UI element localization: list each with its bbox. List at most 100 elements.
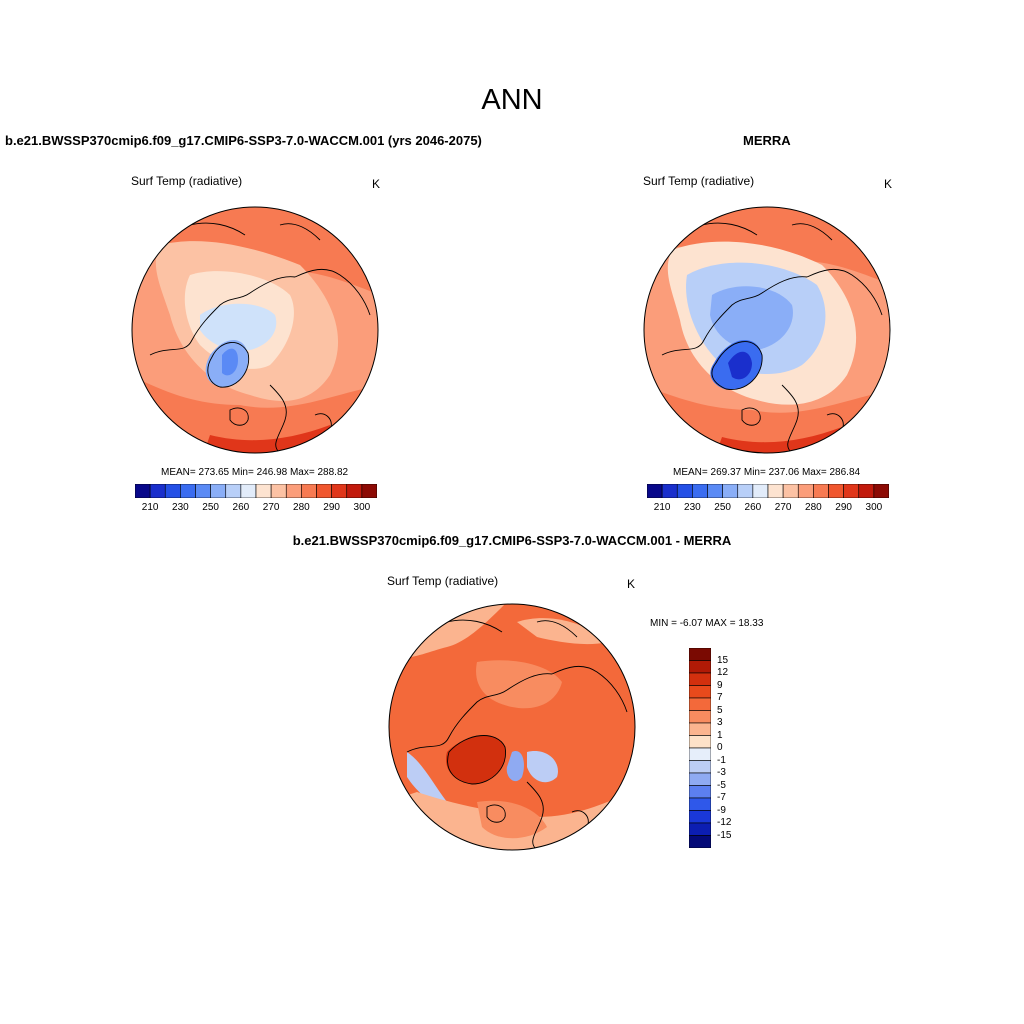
colorbar-swatch — [225, 484, 242, 498]
colorbar-tick-label: 12 — [717, 667, 729, 678]
difference-title: b.e21.BWSSP370cmip6.f09_g17.CMIP6-SSP3-7… — [292, 533, 732, 548]
colorbar-swatch — [689, 772, 711, 786]
difference-colorbar — [689, 648, 711, 848]
colorbar-tick-label: 230 — [172, 502, 189, 513]
difference-variable-label: Surf Temp (radiative) — [387, 574, 499, 588]
colorbar-swatch — [346, 484, 363, 498]
difference-colorbar-ticks: 15 12 9 7 5 3 1 0 -1 -3 -5 -7 -9 -12 -15 — [717, 648, 757, 848]
difference-polar-map — [388, 603, 636, 851]
colorbar-swatch — [301, 484, 317, 498]
colorbar-swatch — [164, 484, 181, 498]
colorbar-swatch — [737, 484, 754, 498]
colorbar-tick-label: 7 — [717, 692, 723, 703]
colorbar-swatch — [180, 484, 196, 498]
colorbar-swatch — [873, 484, 889, 498]
left-colorbar — [135, 484, 377, 498]
colorbar-swatch — [797, 484, 814, 498]
colorbar-tick-label: -12 — [717, 817, 732, 828]
colorbar-swatch — [689, 648, 711, 661]
colorbar-swatch — [689, 722, 711, 736]
colorbar-swatch — [782, 484, 799, 498]
colorbar-swatch — [316, 484, 332, 498]
colorbar-tick-label: -9 — [717, 804, 726, 816]
right-variable-label: Surf Temp (radiative) — [643, 174, 755, 188]
colorbar-swatch — [828, 484, 844, 498]
colorbar-swatch — [722, 484, 739, 498]
colorbar-tick-label: 9 — [717, 679, 723, 691]
colorbar-tick-label: 260 — [744, 502, 762, 513]
colorbar-swatch — [692, 484, 708, 498]
colorbar-tick-label: 3 — [717, 717, 723, 728]
right-panel-title: MERRA — [743, 133, 791, 148]
colorbar-swatch — [689, 785, 711, 799]
colorbar-tick-label: 300 — [353, 502, 371, 513]
colorbar-swatch — [752, 484, 769, 498]
colorbar-swatch — [331, 484, 348, 498]
colorbar-swatch — [858, 484, 875, 498]
colorbar-swatch — [767, 484, 784, 498]
colorbar-tick-label: -7 — [717, 792, 726, 803]
colorbar-swatch — [285, 484, 302, 498]
right-polar-map — [643, 206, 891, 454]
page-title: ANN — [481, 84, 543, 116]
colorbar-tick-label: 280 — [805, 502, 822, 513]
colorbar-swatch — [255, 484, 272, 498]
colorbar-tick-label: 290 — [835, 502, 852, 513]
colorbar-swatch — [689, 760, 711, 774]
colorbar-swatch — [361, 484, 377, 498]
colorbar-swatch — [210, 484, 227, 498]
colorbar-tick-label: 300 — [865, 502, 883, 513]
colorbar-tick-label: 250 — [714, 502, 731, 513]
colorbar-swatch — [689, 685, 711, 699]
colorbar-tick-label: -15 — [717, 829, 732, 841]
colorbar-tick-label: 270 — [774, 502, 792, 513]
colorbar-swatch — [689, 660, 711, 674]
colorbar-swatch — [240, 484, 257, 498]
colorbar-tick-label: 270 — [262, 502, 280, 513]
colorbar-tick-label: 1 — [717, 729, 723, 741]
colorbar-tick-label: -3 — [717, 767, 726, 778]
colorbar-swatch — [195, 484, 211, 498]
colorbar-swatch — [135, 484, 151, 498]
left-panel-title: b.e21.BWSSP370cmip6.f09_g17.CMIP6-SSP3-7… — [5, 133, 482, 148]
colorbar-swatch — [813, 484, 829, 498]
colorbar-tick-label: 210 — [653, 502, 671, 513]
colorbar-swatch — [270, 484, 287, 498]
colorbar-tick-label: 260 — [232, 502, 250, 513]
colorbar-tick-label: 230 — [684, 502, 701, 513]
left-polar-map — [131, 206, 379, 454]
colorbar-swatch — [689, 835, 711, 848]
colorbar-tick-label: 290 — [323, 502, 340, 513]
left-units-label: K — [372, 177, 381, 191]
left-variable-label: Surf Temp (radiative) — [131, 174, 243, 188]
colorbar-swatch — [661, 484, 678, 498]
colorbar-swatch — [647, 484, 663, 498]
colorbar-swatch — [689, 735, 711, 749]
left-colorbar-ticks: 210 230 250 260 270 280 290 300 — [135, 502, 377, 514]
colorbar-swatch — [149, 484, 166, 498]
colorbar-tick-label: 5 — [717, 704, 723, 716]
colorbar-tick-label: 15 — [717, 654, 729, 666]
colorbar-swatch — [707, 484, 723, 498]
right-units-label: K — [884, 177, 893, 191]
colorbar-swatch — [689, 822, 711, 836]
colorbar-tick-label: -1 — [717, 754, 726, 766]
colorbar-swatch — [843, 484, 860, 498]
colorbar-tick-label: 250 — [202, 502, 219, 513]
left-stats: MEAN= 273.65 Min= 246.98 Max= 288.82 — [161, 467, 349, 478]
difference-minmax: MIN = -6.07 MAX = 18.33 — [650, 618, 764, 629]
right-colorbar — [647, 484, 889, 498]
colorbar-tick-label: -5 — [717, 779, 726, 791]
colorbar-swatch — [689, 697, 711, 711]
colorbar-swatch — [676, 484, 693, 498]
colorbar-tick-label: 280 — [293, 502, 310, 513]
colorbar-swatch — [689, 747, 711, 761]
colorbar-swatch — [689, 797, 711, 811]
right-stats: MEAN= 269.37 Min= 237.06 Max= 286.84 — [673, 467, 861, 478]
colorbar-swatch — [689, 710, 711, 724]
colorbar-swatch — [689, 810, 711, 824]
difference-units-label: K — [627, 577, 636, 591]
colorbar-tick-label: 210 — [141, 502, 159, 513]
colorbar-swatch — [689, 672, 711, 686]
colorbar-tick-label: 0 — [717, 742, 723, 753]
